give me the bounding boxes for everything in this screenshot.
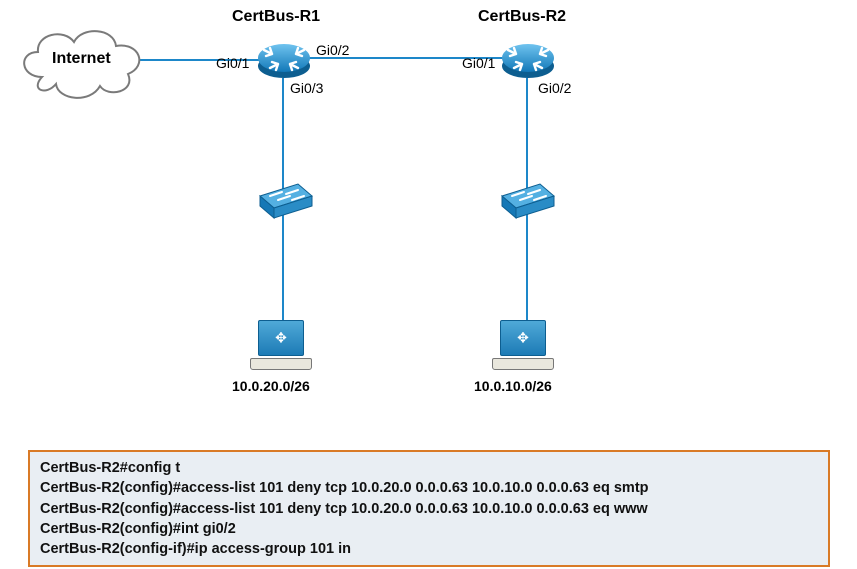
config-line: CertBus-R2#config t [40,458,818,478]
pc1-subnet: 10.0.20.0/26 [232,378,310,394]
pc2-subnet: 10.0.10.0/26 [474,378,552,394]
switch-sw1 [256,180,314,225]
if-r1-gi01: Gi0/1 [216,55,249,71]
config-output: CertBus-R2#config t CertBus-R2(config)#a… [28,450,830,567]
pc-pc1: ✥ [258,320,312,370]
if-r2-gi02: Gi0/2 [538,80,571,96]
router2-title: CertBus-R2 [478,8,566,26]
config-line: CertBus-R2(config)#access-list 101 deny … [40,478,818,498]
config-line: CertBus-R2(config)#int gi0/2 [40,519,818,539]
config-line: CertBus-R2(config)#access-list 101 deny … [40,499,818,519]
if-r1-gi02: Gi0/2 [316,42,349,58]
router-r1 [256,36,312,85]
switch-sw2 [498,180,556,225]
cloud-internet: Internet [12,22,152,105]
cloud-label: Internet [52,50,111,68]
if-r2-gi01: Gi0/1 [462,55,495,71]
pc-pc2: ✥ [500,320,554,370]
network-diagram: Internet CertBus-R1 CertBus-R2 [0,0,857,440]
if-r1-gi03: Gi0/3 [290,80,323,96]
config-line: CertBus-R2(config-if)#ip access-group 10… [40,539,818,559]
router1-title: CertBus-R1 [232,8,320,26]
router-r2 [500,36,556,85]
